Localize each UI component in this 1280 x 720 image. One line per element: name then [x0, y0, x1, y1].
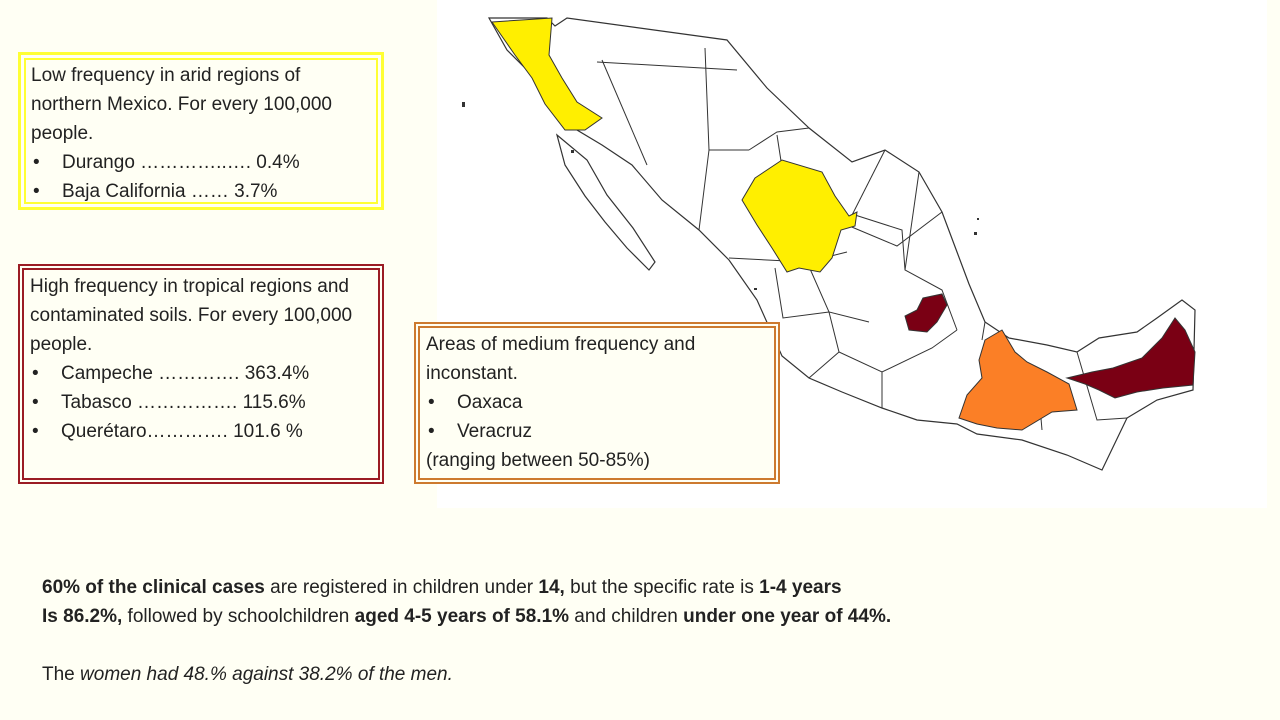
- summary-bold: 1-4 years: [759, 577, 842, 598]
- summary-bold: 14,: [538, 577, 565, 598]
- islands: [462, 102, 979, 290]
- medium-frequency-intro: Areas of medium frequency and inconstant…: [426, 334, 696, 384]
- low-frequency-box: Low frequency in arid regions of norther…: [18, 52, 384, 210]
- summary-text-run: followed by schoolchildren: [122, 606, 355, 627]
- medium-frequency-range: (ranging between 50-85%): [426, 450, 650, 471]
- low-frequency-intro: Low frequency in arid regions of norther…: [31, 65, 332, 144]
- summary-line-1: 60% of the clinical cases are registered…: [42, 573, 1242, 602]
- region-baja-california: [491, 17, 603, 131]
- high-frequency-list: Campeche …………. 363.4% Tabasco ……………. 115…: [30, 359, 374, 446]
- high-frequency-item: Querétaro…………. 101.6 %: [30, 417, 374, 446]
- summary-bold: Is 86.2%,: [42, 606, 123, 627]
- summary-text-run: The: [42, 664, 81, 685]
- summary-bold: aged 4-5 years of 58.1%: [354, 606, 570, 627]
- summary-line-3: The women had 48.% against 38.2% of the …: [42, 660, 1242, 689]
- region-queretaro: [904, 293, 948, 333]
- medium-frequency-item: Oaxaca: [426, 388, 770, 417]
- baja-peninsula: [555, 133, 656, 271]
- summary-line-2: Is 86.2%, followed by schoolchildren age…: [42, 602, 1242, 631]
- summary-bold: under one year of 44%.: [683, 606, 892, 627]
- summary-gap: [42, 631, 1242, 660]
- low-frequency-list: Durango …………..…. 0.4% Baja California ………: [31, 148, 373, 206]
- low-frequency-item: Durango …………..…. 0.4%: [31, 148, 373, 177]
- region-tabasco-campeche: [1065, 317, 1196, 399]
- medium-frequency-box: Areas of medium frequency and inconstant…: [414, 322, 780, 484]
- summary-italic: women had 48.% against 38.2% of the men.: [80, 664, 453, 685]
- high-frequency-intro: High frequency in tropical regions and c…: [30, 276, 353, 355]
- region-oaxaca-veracruz: [958, 329, 1078, 431]
- medium-frequency-item: Veracruz: [426, 417, 770, 446]
- summary-bold: 60% of the clinical cases: [42, 577, 265, 598]
- high-frequency-box: High frequency in tropical regions and c…: [18, 264, 384, 484]
- summary-text-run: and children: [569, 606, 684, 627]
- high-frequency-item: Campeche …………. 363.4%: [30, 359, 374, 388]
- summary-text: 60% of the clinical cases are registered…: [42, 573, 1242, 689]
- medium-frequency-list: Oaxaca Veracruz: [426, 388, 770, 446]
- region-durango: [741, 159, 858, 273]
- mexico-map-svg: [462, 17, 1196, 471]
- summary-text-run: but the specific rate is: [564, 577, 760, 598]
- summary-text-run: are registered in children under: [264, 577, 539, 598]
- high-frequency-item: Tabasco ……………. 115.6%: [30, 388, 374, 417]
- low-frequency-item: Baja California …… 3.7%: [31, 177, 373, 206]
